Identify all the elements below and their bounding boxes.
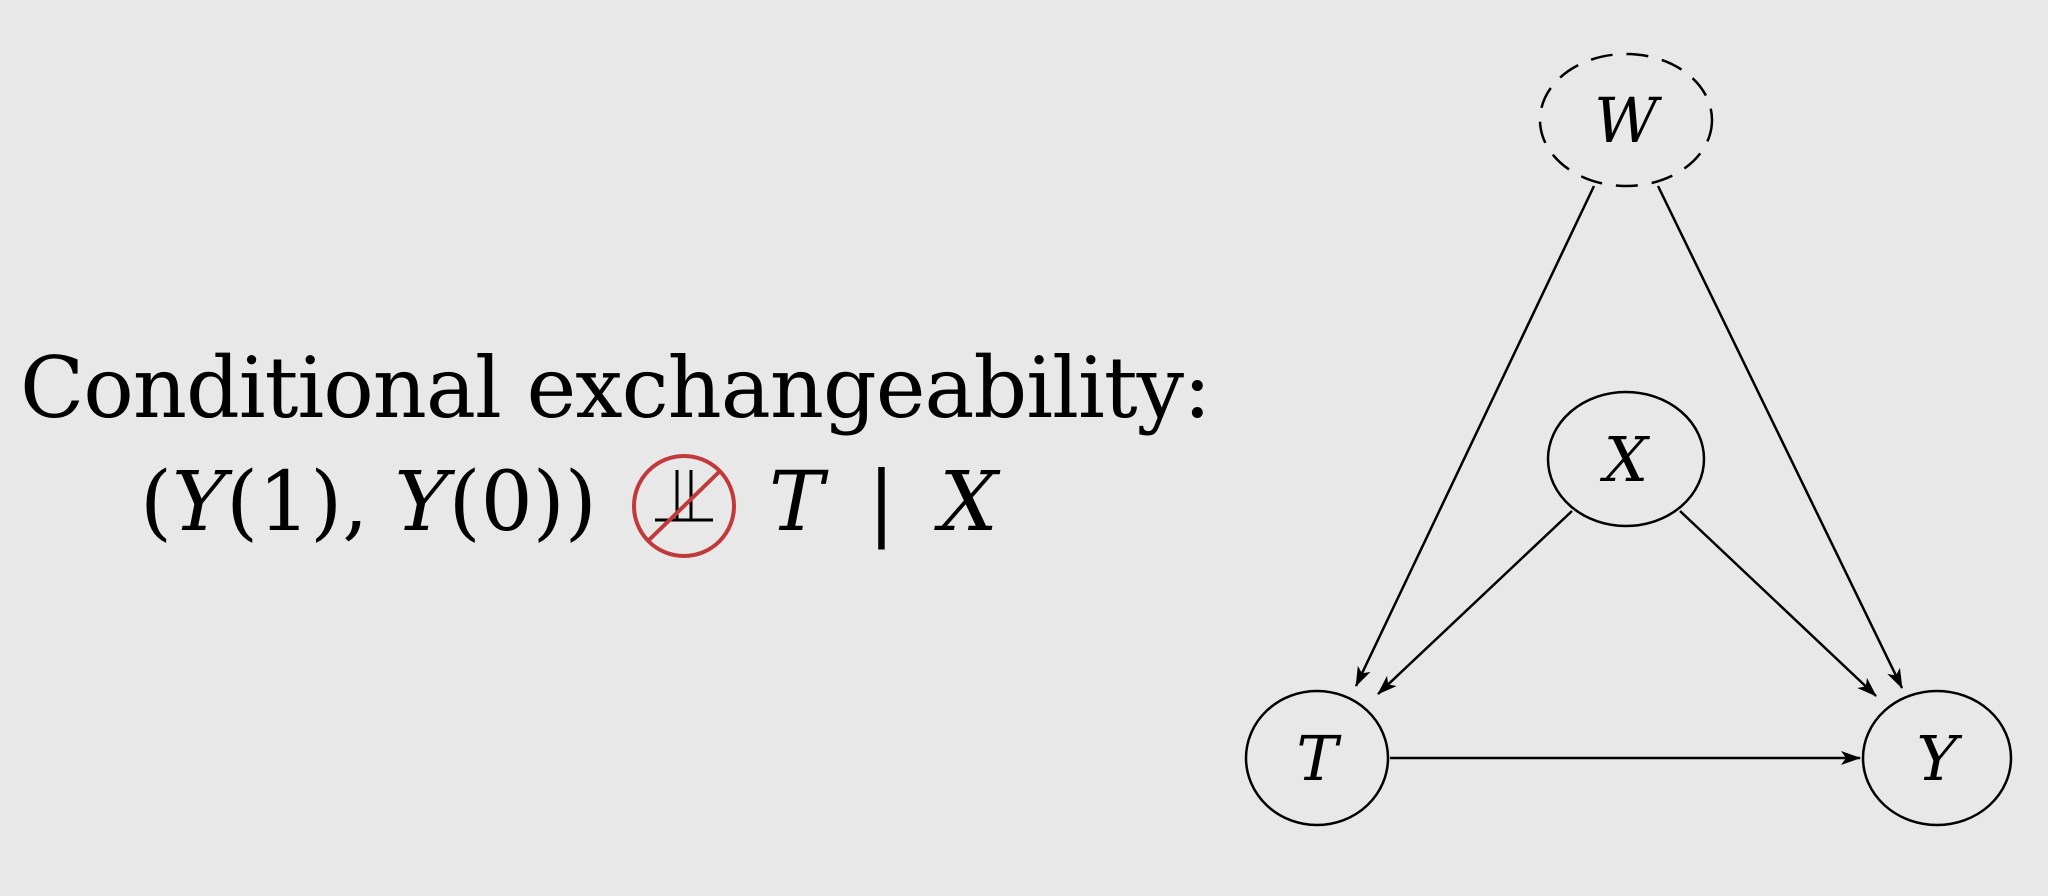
node-w-label: W (1594, 84, 1662, 157)
node-x: X (1546, 390, 1706, 528)
not-independent-symbol (627, 448, 739, 558)
slide-heading: Conditional exchangeability: (20, 339, 1211, 437)
prohibition-icon (631, 454, 736, 558)
formula-x-symbol: X (939, 455, 998, 550)
edge-w-to-y (1656, 185, 1904, 689)
formula-conditional-bar: | (867, 455, 896, 550)
edge-w-to-t (1354, 185, 1596, 687)
formula-y1-symbol: Y (172, 455, 227, 550)
exchangeability-formula: (Y(1), Y(0)) T | X (140, 448, 998, 568)
edge-x-to-y (1679, 510, 1877, 697)
formula-open-paren: ( (140, 455, 172, 550)
formula-y0-argument: (0)) (448, 455, 597, 550)
node-w: W (1538, 52, 1714, 188)
node-t: T (1244, 689, 1390, 827)
formula-y1-argument: (1), (226, 455, 369, 550)
node-x-label: X (1600, 423, 1651, 496)
edge-x-to-t (1377, 510, 1573, 695)
formula-y0-symbol: Y (394, 455, 449, 550)
node-y: Y (1861, 689, 2013, 827)
node-t-label: T (1296, 722, 1342, 795)
node-y-label: Y (1917, 722, 1963, 795)
formula-t-symbol: T (768, 455, 824, 550)
